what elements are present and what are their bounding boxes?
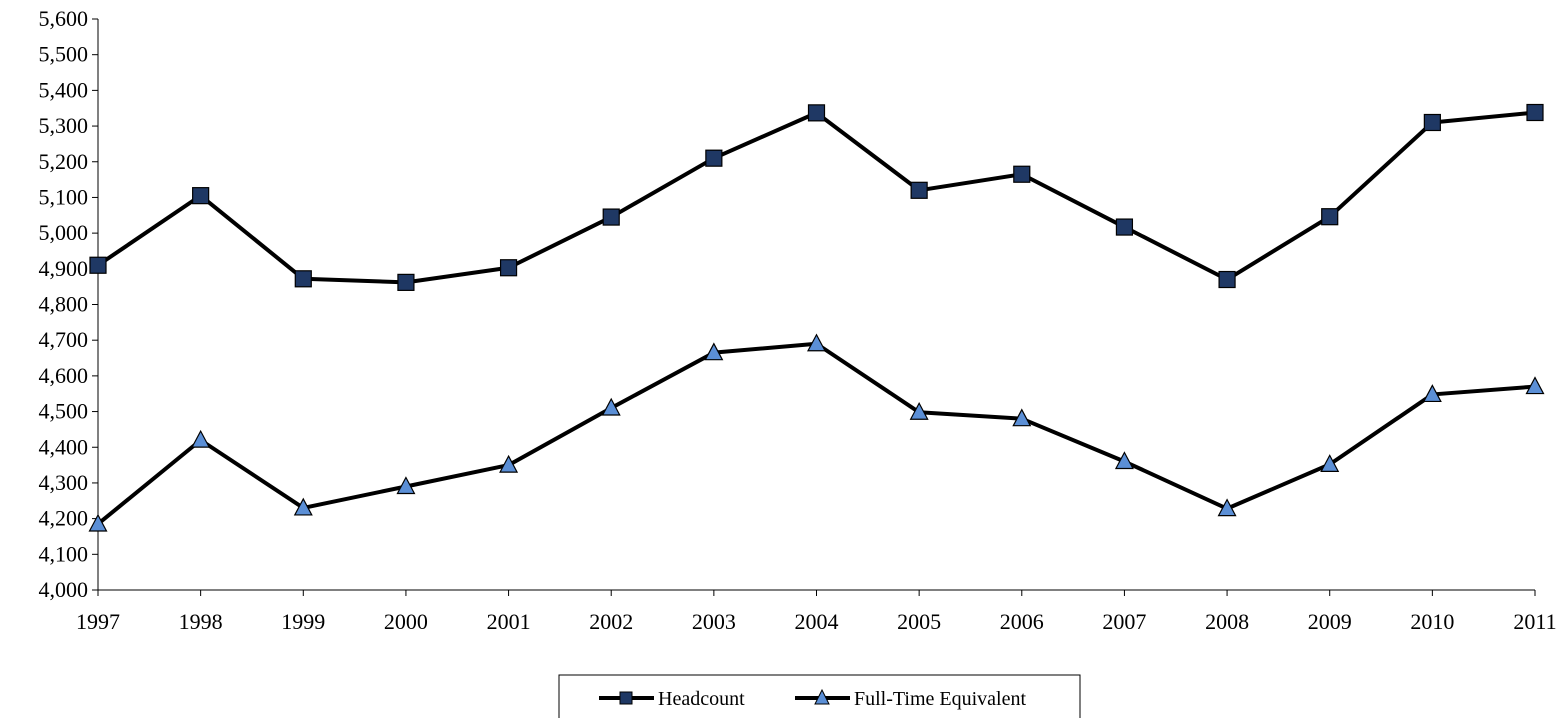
data-point-square: [499, 259, 518, 277]
series-fte: [88, 333, 1545, 532]
x-tick-label: 1997: [76, 609, 120, 634]
legend: Headcount Full-Time Equivalent: [558, 674, 1081, 718]
y-tick-label: 4,300: [39, 470, 89, 495]
data-point-square: [1321, 208, 1339, 226]
data-point-triangle: [601, 397, 621, 416]
data-point-square: [705, 149, 723, 167]
data-point-square: [1013, 165, 1031, 183]
x-tick-label: 2006: [1000, 609, 1044, 634]
data-point-triangle: [1320, 454, 1340, 472]
legend-item-fte: Full-Time Equivalent: [795, 688, 1026, 710]
series-line: [96, 110, 1536, 285]
x-tick-label: 2000: [384, 609, 428, 634]
series-line: [96, 341, 1536, 526]
x-tick-label: 2004: [795, 609, 839, 634]
data-point-triangle: [396, 476, 416, 495]
x-tick-label: 1999: [281, 609, 325, 634]
y-tick-label: 4,000: [39, 577, 89, 602]
data-point-square: [89, 256, 107, 274]
y-tick-label: 4,600: [39, 363, 89, 388]
axes: 4,000 4,100 4,200 4,300 4,400 4,500 4,600 4,700…: [39, 6, 1557, 634]
legend-item-headcount: Headcount: [599, 688, 745, 710]
y-tick-label: 4,700: [39, 327, 89, 352]
data-point-triangle: [1217, 498, 1237, 517]
x-tick-label: 2010: [1410, 609, 1454, 634]
data-point-square: [192, 187, 210, 205]
data-point-square: [1423, 113, 1441, 132]
y-tick-label: 4,400: [39, 434, 89, 459]
legend-label-fte: Full-Time Equivalent: [854, 688, 1026, 710]
data-point-square: [397, 273, 415, 291]
data-point-triangle: [1012, 408, 1032, 427]
data-point-square: [910, 181, 928, 199]
y-tick-label: 4,200: [39, 506, 89, 531]
data-point-square: [1218, 270, 1236, 289]
data-point-triangle: [1422, 384, 1442, 403]
x-tick-label: 1998: [179, 609, 223, 634]
legend-label-headcount: Headcount: [658, 688, 745, 710]
data-point-square: [294, 270, 312, 288]
y-tick-label: 5,200: [39, 149, 89, 174]
data-point-square: [602, 208, 620, 226]
y-tick-label: 5,100: [39, 184, 89, 209]
y-tick-label: 5,600: [39, 6, 89, 31]
data-point-triangle: [88, 513, 108, 532]
y-tick-label: 4,100: [39, 541, 89, 566]
x-tick-label: 2007: [1102, 609, 1146, 634]
data-point-triangle: [1114, 451, 1134, 470]
legend-marker-square-icon: [619, 691, 633, 705]
data-point-triangle: [293, 497, 313, 516]
data-point-triangle: [807, 333, 826, 352]
x-tick-label: 2011: [1513, 609, 1556, 634]
x-tick-label: 2002: [589, 609, 633, 634]
y-tick-label: 4,900: [39, 256, 89, 281]
data-point-triangle: [909, 401, 929, 420]
x-tick-label: 2003: [692, 609, 736, 634]
data-point-square: [807, 104, 826, 122]
y-tick-label: 5,400: [39, 77, 89, 102]
data-point-square: [1526, 103, 1544, 122]
legend-marker-triangle-icon: [814, 688, 830, 705]
y-tick-label: 4,500: [39, 399, 89, 424]
series-headcount: [89, 103, 1544, 291]
x-tick-label: 2009: [1308, 609, 1352, 634]
series-layer: [88, 103, 1545, 532]
data-point-triangle: [1525, 376, 1545, 395]
x-tick-label: 2008: [1205, 609, 1249, 634]
y-tick-label: 5,300: [39, 113, 89, 138]
y-tick-label: 5,000: [39, 220, 89, 245]
y-tick-label: 4,800: [39, 292, 89, 317]
y-tick-label: 5,500: [39, 42, 89, 67]
data-point-square: [1115, 218, 1134, 236]
x-tick-label: 2001: [487, 609, 531, 634]
data-point-triangle: [191, 429, 211, 448]
x-tick-label: 2005: [897, 609, 941, 634]
data-point-triangle: [499, 454, 519, 473]
data-point-triangle: [704, 342, 724, 361]
